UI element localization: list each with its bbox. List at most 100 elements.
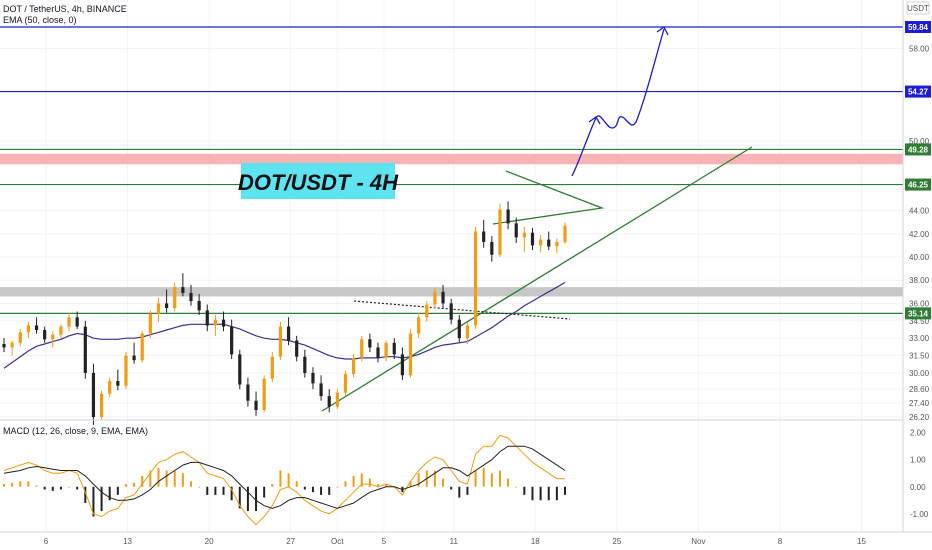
candle-body[interactable]	[319, 383, 323, 397]
candle-body[interactable]	[26, 325, 30, 333]
candle-body[interactable]	[270, 356, 274, 379]
ascending-trendline[interactable]	[321, 146, 753, 412]
candle-body[interactable]	[433, 291, 437, 305]
candle-body[interactable]	[59, 326, 63, 335]
macd-label[interactable]: MACD (12, 26, close, 9, EMA, EMA)	[3, 426, 148, 436]
candle-body[interactable]	[303, 356, 307, 373]
price-tag-label: 35.14	[908, 309, 929, 318]
candle-body[interactable]	[360, 339, 364, 358]
candle-body[interactable]	[108, 381, 112, 394]
candle-body[interactable]	[547, 239, 551, 247]
candle-body[interactable]	[116, 381, 120, 386]
macd-histogram-bar	[433, 470, 436, 487]
projection-arrow-path[interactable]	[571, 28, 665, 177]
candle-body[interactable]	[124, 355, 128, 386]
macd-pane[interactable]	[3, 434, 566, 526]
macd-histogram-bar	[35, 485, 38, 487]
macd-histogram-bar	[173, 470, 176, 487]
candle-body[interactable]	[18, 332, 22, 343]
candle-body[interactable]	[51, 334, 55, 340]
candle-body[interactable]	[99, 393, 104, 417]
candle-body[interactable]	[539, 239, 543, 246]
candle-body[interactable]	[384, 342, 388, 358]
candle-body[interactable]	[400, 354, 404, 376]
dotted-support-line[interactable]	[353, 300, 571, 320]
candle-body[interactable]	[197, 301, 201, 311]
candle-body[interactable]	[286, 326, 291, 341]
candle-body[interactable]	[311, 372, 315, 384]
candle-body[interactable]	[530, 232, 535, 246]
macd-tick: 1.00	[910, 456, 926, 465]
candle-body[interactable]	[140, 333, 144, 361]
candle-body[interactable]	[156, 303, 161, 314]
candle-body[interactable]	[327, 396, 331, 407]
candle-body[interactable]	[238, 354, 242, 385]
candle-body[interactable]	[417, 317, 421, 334]
macd-histogram-bar	[352, 475, 355, 487]
candle-body[interactable]	[254, 400, 258, 411]
candle-body[interactable]	[408, 333, 413, 376]
candle-body[interactable]	[352, 357, 356, 375]
macd-histogram-bar	[320, 486, 323, 495]
macd-histogram-bar	[255, 486, 258, 512]
candle-body[interactable]	[213, 319, 217, 326]
candle-body[interactable]	[490, 241, 494, 255]
candle-body[interactable]	[189, 292, 193, 302]
candle-body[interactable]	[246, 384, 250, 401]
candle-body[interactable]	[295, 340, 299, 357]
candle-body[interactable]	[148, 313, 152, 334]
candle-body[interactable]	[2, 343, 6, 348]
candle-body[interactable]	[368, 339, 372, 348]
candle-body[interactable]	[181, 287, 185, 293]
candle-body[interactable]	[457, 319, 461, 339]
candle-body[interactable]	[278, 326, 283, 357]
candle-body[interactable]	[563, 225, 567, 242]
candle-body[interactable]	[482, 231, 486, 242]
candle-body[interactable]	[91, 372, 96, 417]
candle-body[interactable]	[473, 231, 478, 326]
macd-histogram-bar	[157, 467, 160, 487]
macd-histogram-bar	[190, 481, 192, 487]
candle-body[interactable]	[555, 241, 559, 247]
symbol-line[interactable]: DOT / TetherUS, 4h, BINANCE	[3, 4, 127, 14]
price-tag-label: 59.84	[908, 23, 929, 32]
candle-body[interactable]	[173, 287, 177, 309]
triangle-pattern[interactable]	[492, 170, 605, 225]
candle-body[interactable]	[221, 319, 226, 327]
candle-body[interactable]	[506, 209, 510, 224]
time-axis[interactable]: 6 13 20 27 Oct 5 11 18 25 Nov 8 15	[44, 537, 867, 546]
candle-body[interactable]	[376, 347, 380, 358]
price-axis[interactable]: 58.00 50.00 44.00 42.00 40.00 38.00 36.00 34.50…	[909, 44, 930, 422]
candle-body[interactable]	[132, 355, 136, 361]
candle-body[interactable]	[230, 326, 234, 355]
candle-body[interactable]	[335, 392, 339, 407]
candle-body[interactable]	[43, 330, 47, 340]
currency-badge[interactable]: USDT	[907, 4, 929, 13]
candle-body[interactable]	[465, 325, 470, 339]
macd-histogram-bar	[181, 473, 184, 487]
candle-body[interactable]	[83, 326, 87, 373]
candle-body[interactable]	[262, 378, 266, 411]
candle-body[interactable]	[34, 325, 39, 331]
candle-body[interactable]	[343, 374, 348, 393]
drawings[interactable]	[321, 26, 753, 412]
candle-body[interactable]	[75, 317, 79, 327]
candle-body[interactable]	[514, 223, 518, 238]
candle-body[interactable]	[10, 342, 14, 348]
macd-histogram-bar	[246, 486, 249, 512]
macd-axis[interactable]: 2.00 1.00 0.00 -1.00	[910, 429, 929, 519]
candle-body[interactable]	[392, 342, 396, 355]
candle-body[interactable]	[165, 303, 169, 309]
candle-body[interactable]	[522, 232, 526, 238]
candles[interactable]	[2, 201, 567, 426]
indicator-line[interactable]: EMA (50, close, 0)	[3, 15, 77, 25]
price-tick: 28.60	[909, 385, 930, 394]
macd-histogram-bar	[417, 473, 420, 487]
candle-body[interactable]	[441, 291, 445, 304]
candle-body[interactable]	[67, 317, 71, 327]
candle-body[interactable]	[498, 209, 502, 255]
candle-body[interactable]	[449, 303, 453, 320]
candle-body[interactable]	[425, 304, 429, 318]
candle-body[interactable]	[205, 310, 209, 326]
